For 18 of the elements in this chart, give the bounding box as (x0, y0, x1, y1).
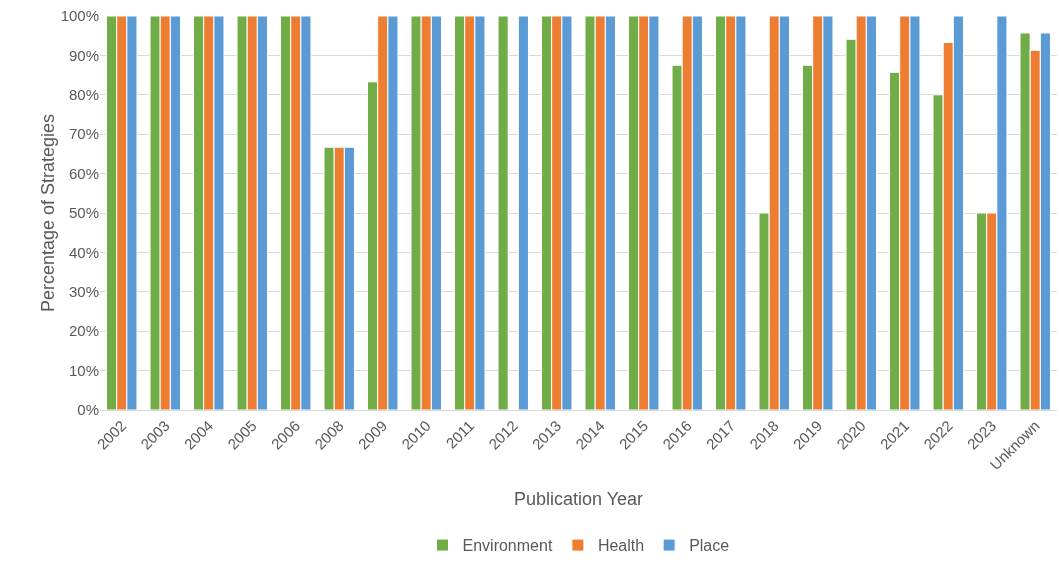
legend-label: Health (597, 537, 645, 555)
y-axis-title: Percentage of Strategies (38, 113, 58, 313)
y-tick-label: 40% (68, 243, 99, 261)
bar (517, 16, 529, 410)
legend-label: Place (689, 537, 730, 555)
y-tick-label: 100% (60, 7, 99, 25)
y-tick-label: 60% (68, 164, 99, 182)
y-tick-label: 50% (68, 204, 99, 222)
y-tick-label: 80% (68, 86, 99, 104)
y-tick-label: 20% (68, 322, 99, 340)
y-tick-label: 10% (68, 361, 99, 379)
legend-label: Environment (462, 537, 553, 555)
bar (497, 16, 509, 410)
y-tick-label: 90% (68, 46, 99, 64)
x-axis-title: Publication Year (513, 489, 644, 510)
y-tick-label: 30% (68, 283, 99, 301)
y-tick-label: 70% (68, 125, 99, 143)
y-tick-label: 0% (77, 401, 99, 419)
